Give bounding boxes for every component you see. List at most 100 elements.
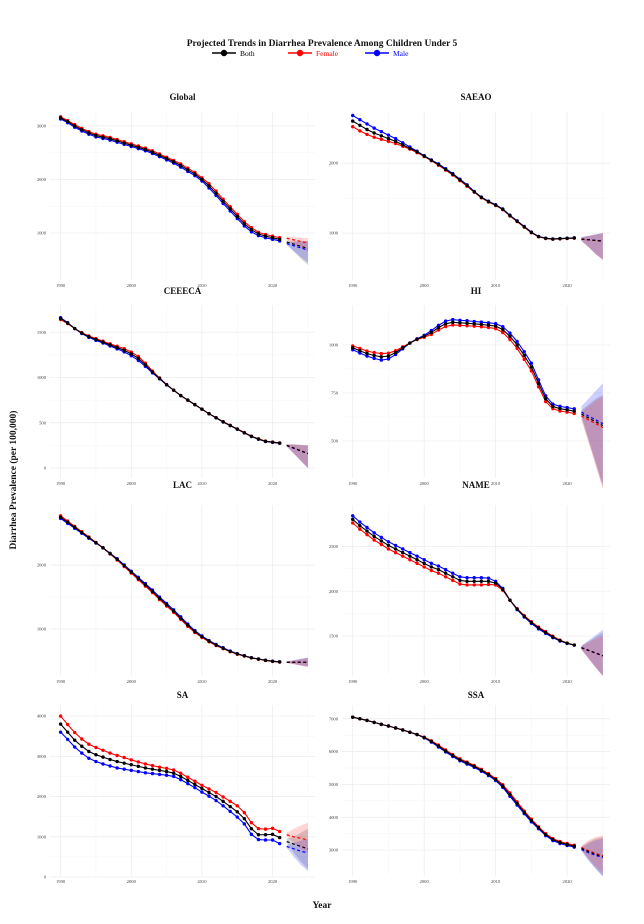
data-point-both (551, 237, 555, 241)
x-axis-title: Year (313, 901, 333, 911)
x-tick-label: 2010 (491, 283, 501, 288)
data-point-female (479, 583, 484, 587)
data-point-both (193, 629, 197, 634)
data-point-both (242, 654, 247, 658)
series-both (351, 715, 604, 858)
data-point-male (465, 576, 469, 580)
data-point-both (94, 133, 98, 138)
data-point-both (565, 236, 569, 241)
data-point-both (256, 833, 261, 837)
data-point-both (115, 759, 119, 764)
data-point-both (277, 441, 282, 445)
series-both (58, 722, 309, 850)
y-tick-label: 2000 (37, 794, 47, 799)
series-male (351, 317, 604, 425)
data-point-male (401, 547, 405, 551)
data-point-female (386, 547, 391, 551)
data-point-both (108, 343, 112, 347)
data-point-both (228, 207, 232, 211)
data-point-female (207, 787, 211, 791)
data-point-male (73, 745, 77, 749)
data-point-both (73, 525, 77, 530)
data-point-both (256, 657, 261, 661)
data-point-both (58, 316, 63, 321)
data-point-both (263, 234, 268, 238)
data-point-both (451, 320, 455, 324)
data-point-both (270, 236, 275, 240)
data-point-both (365, 718, 369, 723)
data-point-female (443, 324, 448, 329)
panel-global: Global 1990 2000 2010 2020 1000 2000 3000 (37, 92, 315, 288)
y-tick-label: 4000 (37, 714, 47, 719)
data-point-both (263, 833, 268, 837)
data-point-both (73, 326, 77, 331)
data-point-both (358, 123, 362, 128)
projection-ribbon-both (286, 657, 308, 667)
data-point-both (479, 195, 484, 200)
projection-line-both (286, 841, 309, 850)
projection-ribbon-male (581, 838, 603, 877)
data-point-male (408, 550, 412, 555)
data-point-both (486, 579, 491, 583)
data-point-male (429, 561, 434, 566)
data-point-both (393, 547, 398, 551)
data-point-male (129, 768, 133, 773)
data-point-both (479, 322, 484, 327)
data-point-both (436, 162, 441, 167)
data-point-both (401, 550, 405, 555)
data-point-both (214, 416, 218, 420)
data-point-both (501, 327, 505, 332)
y-tick-label: 1500 (329, 634, 339, 639)
data-point-female (515, 346, 519, 351)
gridlines (50, 112, 315, 280)
y-tick-label: 500 (331, 439, 339, 444)
data-point-both (200, 407, 204, 411)
projection-line-both (581, 647, 604, 657)
data-point-male (214, 798, 218, 803)
data-point-both (221, 199, 225, 204)
data-point-both (115, 557, 119, 562)
data-point-male (486, 576, 491, 580)
series-female (58, 514, 308, 664)
data-point-both (249, 228, 254, 232)
data-point-both (249, 434, 254, 439)
data-point-both (235, 427, 239, 431)
data-point-both (558, 840, 562, 845)
data-point-both (365, 529, 369, 533)
data-point-both (242, 222, 247, 226)
data-point-female (465, 583, 469, 587)
data-point-both (221, 799, 225, 804)
data-point-both (515, 219, 519, 223)
data-point-both (508, 792, 512, 797)
observed-line-both (352, 321, 575, 412)
y-axis-title: Diarrhea Prevalence (per 100,000) (8, 411, 19, 550)
data-point-female (129, 758, 133, 762)
legend-female-marker (296, 49, 304, 57)
data-point-female (451, 323, 455, 327)
data-point-both (122, 141, 126, 145)
projection-line-male (286, 845, 309, 854)
y-tick-label: 3000 (37, 124, 47, 129)
data-point-both (136, 356, 141, 361)
data-point-both (472, 579, 476, 583)
data-point-male (465, 319, 469, 323)
data-point-male (386, 133, 391, 137)
data-point-female (263, 827, 268, 831)
observed-line-male (60, 317, 280, 444)
x-tick-label: 2010 (197, 283, 207, 288)
x-tick-label: 2020 (563, 283, 573, 288)
data-point-both (351, 346, 355, 350)
data-point-both (122, 761, 126, 765)
data-point-female (228, 799, 232, 804)
data-point-both (164, 383, 169, 387)
data-point-male (143, 771, 148, 775)
data-point-both (214, 643, 218, 647)
data-point-female (365, 132, 369, 137)
y-tick-label: 6000 (329, 749, 339, 754)
data-point-female (179, 771, 183, 775)
data-point-both (379, 539, 384, 543)
legend-both-label: Both (240, 49, 255, 58)
data-point-both (136, 145, 141, 150)
data-point-both (529, 230, 534, 235)
